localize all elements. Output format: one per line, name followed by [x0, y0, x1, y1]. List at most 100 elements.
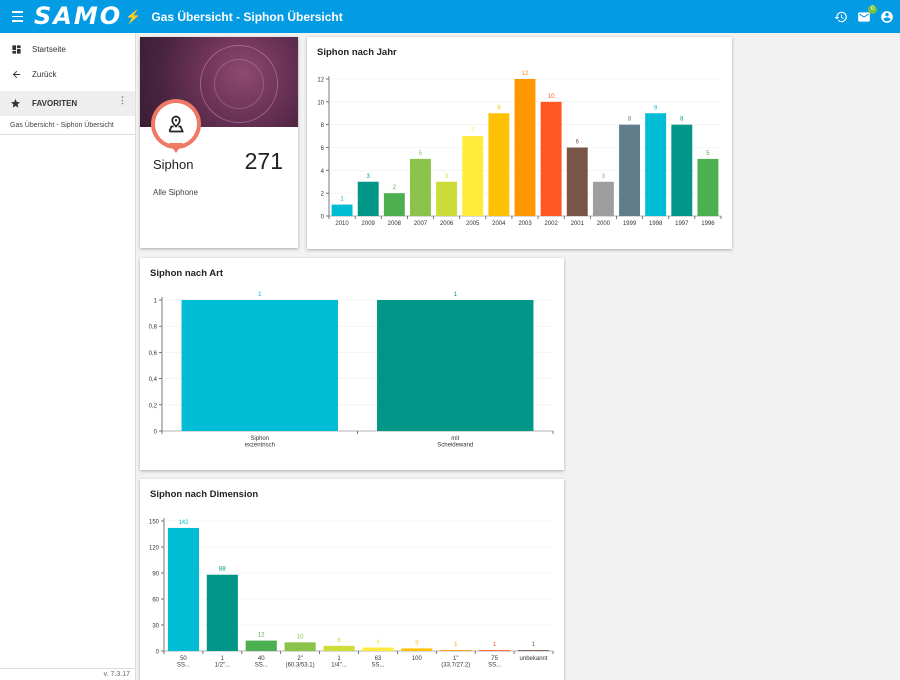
data-label: 88 [219, 567, 226, 573]
x-tick-label: 2010 [335, 221, 349, 227]
kpi-subtitle: Alle Siphone [153, 188, 198, 197]
x-tick-label: Scheidewand [437, 443, 473, 449]
notification-badge: 0 [868, 4, 877, 14]
y-tick-label: 0 [154, 430, 158, 436]
bar [645, 113, 667, 216]
x-tick-label: 1 [337, 656, 341, 662]
dashboard-icon [10, 44, 22, 56]
data-label: 6 [576, 140, 580, 146]
bar [377, 300, 534, 431]
x-tick-label: 2005 [466, 221, 480, 227]
map-pin-badge [151, 99, 201, 153]
x-tick-label: 2009 [362, 221, 376, 227]
bar [167, 527, 200, 651]
bar [362, 647, 394, 651]
y-tick-label: 2 [321, 192, 325, 198]
bar [206, 574, 238, 651]
data-label: 10 [297, 634, 304, 640]
account-icon[interactable] [880, 10, 894, 24]
x-tick-label: Siphon [250, 436, 269, 442]
chart-title: Siphon nach Jahr [317, 47, 397, 58]
x-tick-label: 2007 [414, 221, 428, 227]
data-label: 1 [454, 642, 458, 648]
y-tick-label: 4 [321, 169, 325, 175]
x-tick-label: 1/2"... [215, 663, 231, 669]
bar [479, 650, 511, 651]
favorite-link[interactable]: Gas Übersicht - Siphon Übersicht [0, 116, 135, 135]
x-tick-label: 2" [297, 656, 302, 662]
bar [383, 193, 405, 216]
sidebar: Startseite Zurück FAVORITEN ⋮ Gas Übersi… [0, 33, 136, 680]
x-tick-label: 2002 [544, 221, 558, 227]
page-title: Gas Übersicht - Siphon Übersicht [151, 9, 343, 24]
bar [436, 181, 458, 216]
x-tick-label: 100 [412, 656, 423, 662]
chart-card-dimension: Siphon nach Dimension 0 30 60 90 120 150 142 50… [140, 479, 564, 680]
menu-icon[interactable] [0, 0, 34, 33]
y-tick-label: 30 [152, 624, 159, 630]
x-tick-label: 2004 [492, 221, 506, 227]
bar [592, 181, 614, 216]
more-vert-icon[interactable]: ⋮ [118, 95, 127, 105]
sidebar-item-label: Startseite [32, 45, 66, 54]
map-location-icon [168, 115, 184, 133]
kpi-card[interactable]: Siphon 271 Alle Siphone [140, 37, 298, 248]
y-tick-label: 90 [152, 572, 159, 578]
bar [440, 650, 472, 651]
x-tick-label: 1 [221, 656, 225, 662]
x-tick-label: 2000 [597, 221, 611, 227]
y-tick-label: 0,4 [149, 377, 158, 383]
sidebar-item-startseite[interactable]: Startseite [0, 37, 135, 62]
data-label: 1 [493, 642, 497, 648]
x-tick-label: 1" [453, 656, 458, 662]
bar [284, 642, 316, 651]
data-label: 12 [522, 71, 529, 77]
bar [517, 650, 550, 651]
bar [566, 147, 588, 216]
y-tick-label: 6 [321, 146, 325, 152]
bar [619, 124, 640, 216]
x-tick-label: 2003 [518, 221, 532, 227]
x-tick-label: 1998 [649, 221, 663, 227]
y-tick-label: 1 [154, 299, 158, 305]
x-tick-label: 40 [258, 656, 265, 662]
bar [331, 204, 353, 216]
y-tick-label: 0,2 [149, 403, 158, 409]
data-label: 9 [654, 105, 658, 111]
bar [323, 645, 355, 651]
data-label: 8 [680, 117, 684, 123]
data-label: 8 [628, 117, 632, 123]
samo-logo: SAMO [34, 2, 123, 30]
mail-icon[interactable]: 0 [857, 4, 877, 24]
data-label: 3 [602, 174, 606, 180]
kpi-label: Siphon [153, 157, 194, 172]
bar [671, 124, 693, 216]
chart-card-art: Siphon nach Art 0 0,2 0,4 0,6 0,8 1 1 Siphon exz… [140, 258, 564, 470]
data-label: 1 [258, 292, 262, 298]
x-tick-label: 1/4"... [331, 663, 347, 669]
data-label: 3 [445, 174, 449, 180]
y-tick-label: 0 [156, 650, 160, 656]
x-tick-label: (60.3/53.1) [286, 663, 315, 669]
bar [357, 181, 379, 216]
x-tick-label: 1996 [701, 221, 715, 227]
data-label: 6 [337, 638, 341, 644]
x-tick-label: 1997 [675, 221, 689, 227]
top-app-bar: SAMO ⚡ Gas Übersicht - Siphon Übersicht … [0, 0, 900, 33]
favorites-header[interactable]: FAVORITEN ⋮ [0, 91, 135, 116]
y-tick-label: 0,6 [149, 351, 158, 357]
x-tick-label: 50 [180, 656, 187, 662]
data-label: 1 [532, 642, 536, 648]
x-tick-label: mit [451, 436, 459, 442]
bar [181, 300, 338, 431]
history-icon[interactable] [834, 10, 848, 24]
version-label: v. 7.3.17 [0, 668, 136, 680]
bar [514, 79, 536, 216]
data-label: 10 [548, 94, 555, 100]
x-tick-label: (33.7/27.2) [441, 663, 470, 669]
sidebar-item-zurueck[interactable]: Zurück [0, 62, 135, 87]
x-tick-label: 1999 [623, 221, 637, 227]
data-label: 3 [367, 174, 371, 180]
y-tick-label: 120 [149, 546, 160, 552]
